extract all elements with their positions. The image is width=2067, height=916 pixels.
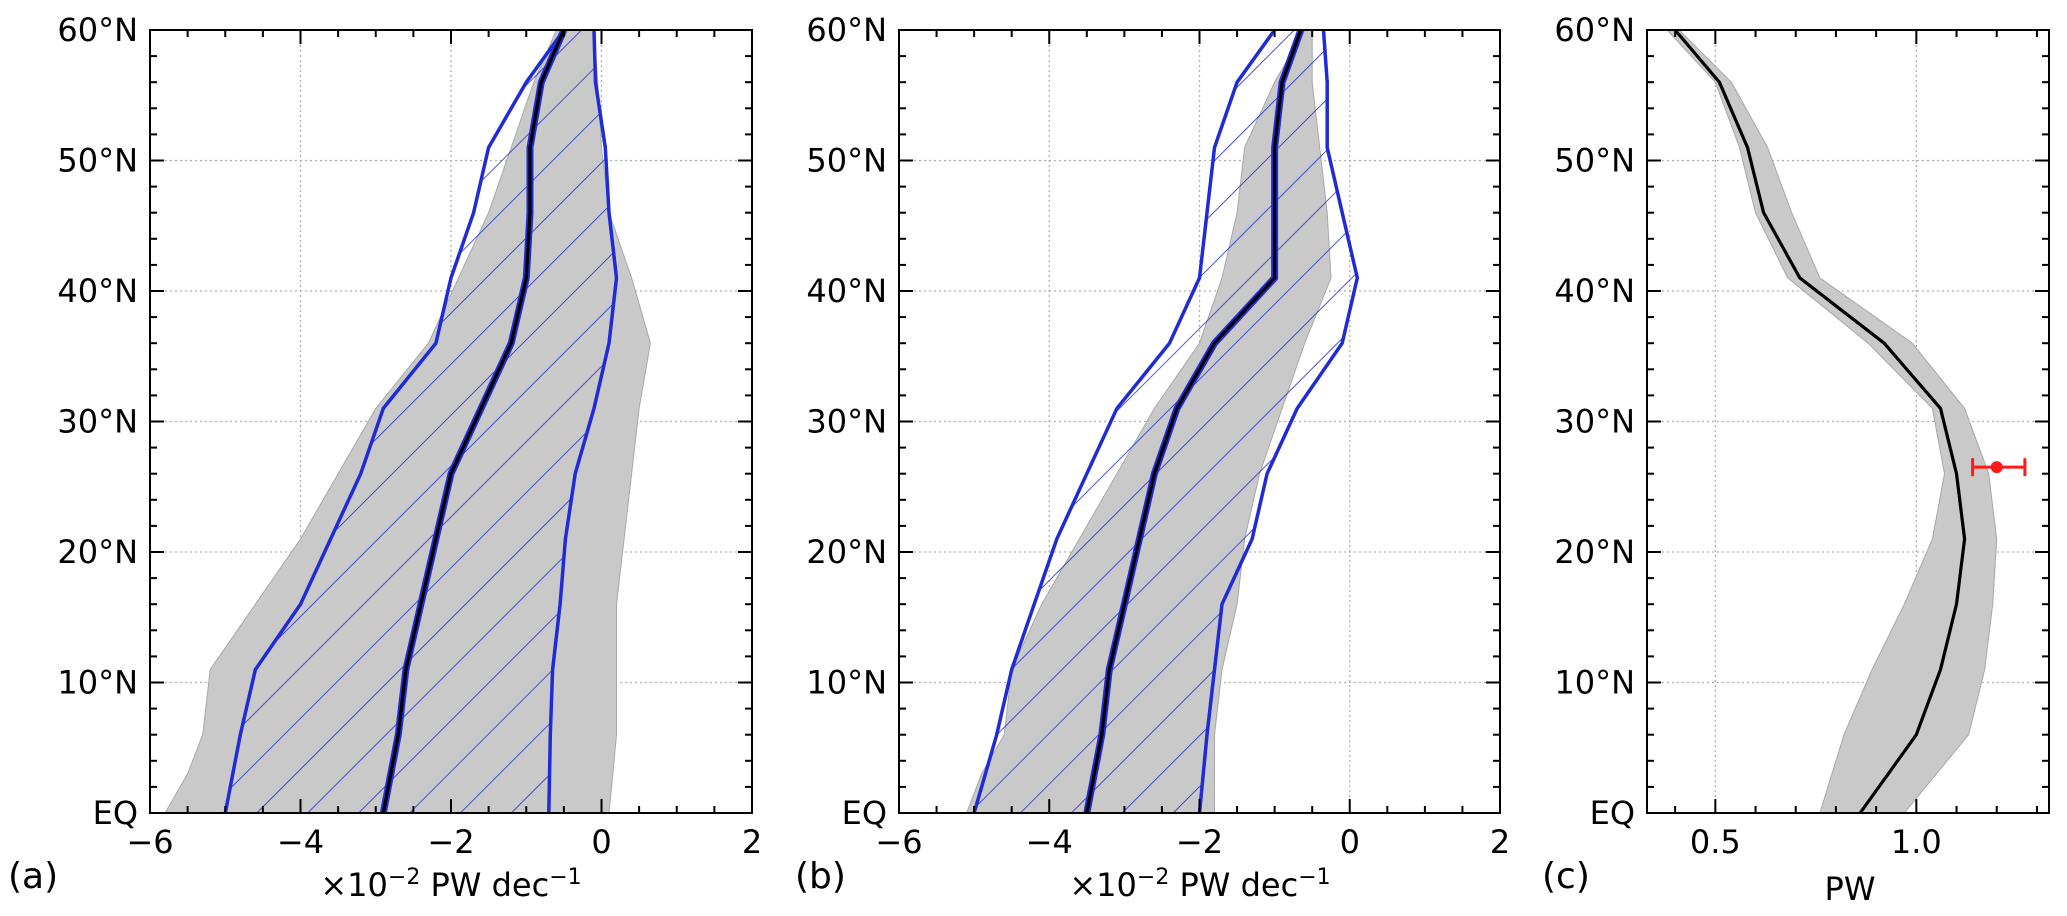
p0-ytick-label-4: 40°N — [57, 272, 138, 310]
p1-center-line — [1085, 30, 1303, 813]
p2-ytick-label-3: 30°N — [1554, 403, 1635, 441]
p1-xtick-label-0: −6 — [875, 823, 922, 861]
p2-obs-point — [1990, 461, 2003, 474]
p2-ytick-label-4: 40°N — [1554, 272, 1635, 310]
p1-xtick-label-3: 0 — [1340, 823, 1360, 861]
p0-xtick-label-4: 2 — [742, 823, 762, 861]
p1-ytick-label-1: 10°N — [806, 664, 887, 702]
p0-blue-hatch — [225, 30, 617, 813]
p2-ytick-label-5: 50°N — [1554, 142, 1635, 180]
p2-ytick-label-2: 20°N — [1554, 533, 1635, 571]
p0-xtick-label-1: −4 — [277, 823, 324, 861]
panel-c: (c) PW 0.5 1.0 EQ 10°N 20°N 30°N 40°N 50°N 60°N — [1542, 11, 2050, 908]
p2-gray-band — [1666, 30, 1998, 813]
panel-b-label: (b) — [795, 856, 846, 897]
p2-plot-area — [1647, 30, 2049, 813]
p1-blue-hatch — [974, 30, 1358, 813]
panel-b-xlabel: ×10−2 PW dec−1 — [1069, 865, 1330, 904]
panel-b: (b) ×10−2 PW dec−1 −6 −4 −2 0 2 EQ 10°N 20°N 30°… — [795, 11, 1510, 904]
p2-center-line — [1673, 30, 1967, 813]
panel-c-xlabel: PW — [1825, 870, 1876, 908]
panel-a-label: (a) — [8, 856, 58, 897]
panel-a-xlabel: ×10−2 PW dec−1 — [320, 865, 581, 904]
p0-center-line — [381, 30, 566, 813]
p0-plot-area — [150, 30, 752, 813]
p0-xtick-label-3: 0 — [591, 823, 611, 861]
p1-ytick-label-4: 40°N — [806, 272, 887, 310]
p0-ytick-label-6: 60°N — [57, 11, 138, 49]
p0-ytick-label-5: 50°N — [57, 142, 138, 180]
panel-c-label: (c) — [1542, 856, 1590, 897]
p1-ytick-label-5: 50°N — [806, 142, 887, 180]
p0-ytick-label-2: 20°N — [57, 533, 138, 571]
p0-blue-lower-line — [223, 30, 566, 813]
p2-ytick-label-6: 60°N — [1554, 11, 1635, 49]
p0-xtick-label-0: −6 — [126, 823, 173, 861]
p1-ytick-label-6: 60°N — [806, 11, 887, 49]
p1-plot-area — [899, 30, 1500, 813]
p1-ytick-label-3: 30°N — [806, 403, 887, 441]
p1-blue-upper-line — [1197, 30, 1360, 813]
p1-ytick-label-0: EQ — [842, 794, 887, 832]
p0-ytick-label-0: EQ — [93, 794, 138, 832]
panel-a: (a) ×10−2 PW dec−1 −6 −4 −2 0 2 EQ 10°N 20°N 30°… — [8, 11, 762, 904]
p0-ytick-label-3: 30°N — [57, 403, 138, 441]
p1-xtick-label-4: 2 — [1490, 823, 1510, 861]
p2-ytick-label-1: 10°N — [1554, 664, 1635, 702]
p0-ytick-label-1: 10°N — [57, 664, 138, 702]
p1-xtick-label-2: −2 — [1176, 823, 1223, 861]
p0-xtick-label-2: −2 — [427, 823, 474, 861]
p1-blue-lower-line — [972, 30, 1277, 813]
p2-xtick-label-0: 0.5 — [1690, 823, 1741, 861]
p1-xtick-label-1: −4 — [1026, 823, 1073, 861]
p2-xtick-label-1: 1.0 — [1891, 823, 1942, 861]
p2-ytick-label-0: EQ — [1590, 794, 1635, 832]
p1-ytick-label-2: 20°N — [806, 533, 887, 571]
p0-blue-upper-line — [547, 30, 619, 813]
